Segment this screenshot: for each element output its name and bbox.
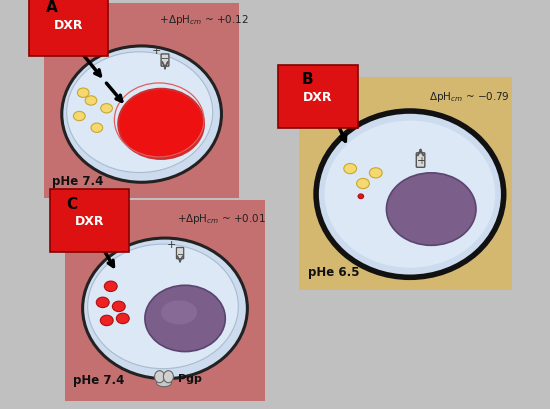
Ellipse shape: [67, 53, 213, 173]
Text: DXR: DXR: [54, 19, 84, 32]
Ellipse shape: [358, 194, 364, 199]
Ellipse shape: [82, 238, 248, 379]
Ellipse shape: [100, 315, 113, 326]
Ellipse shape: [96, 297, 109, 308]
Ellipse shape: [344, 164, 356, 174]
Ellipse shape: [62, 47, 222, 183]
Ellipse shape: [112, 301, 125, 312]
Ellipse shape: [85, 97, 97, 106]
Text: +: +: [160, 15, 169, 25]
FancyBboxPatch shape: [177, 248, 184, 259]
Ellipse shape: [156, 379, 172, 387]
Text: B: B: [301, 72, 313, 87]
Text: −: −: [161, 54, 169, 64]
Text: Pgp: Pgp: [178, 373, 202, 383]
Ellipse shape: [117, 313, 129, 324]
Text: pHe 6.5: pHe 6.5: [307, 265, 359, 279]
Text: A: A: [46, 0, 58, 15]
Ellipse shape: [324, 121, 495, 268]
Text: DXR: DXR: [303, 91, 333, 104]
Text: $\Delta$pH$_{cm}$ ~ +0.12: $\Delta$pH$_{cm}$ ~ +0.12: [168, 13, 249, 27]
Ellipse shape: [356, 179, 370, 189]
Text: pHe 7.4: pHe 7.4: [52, 175, 103, 188]
Text: −: −: [416, 155, 425, 165]
Ellipse shape: [370, 169, 382, 178]
Text: +: +: [152, 46, 161, 56]
Text: +: +: [178, 213, 186, 223]
Ellipse shape: [145, 285, 226, 352]
Ellipse shape: [118, 90, 204, 160]
FancyBboxPatch shape: [161, 55, 169, 67]
Ellipse shape: [87, 245, 238, 369]
Text: −: −: [177, 249, 184, 258]
Ellipse shape: [78, 89, 89, 98]
Text: $\Delta$pH$_{cm}$ ~ +0.01: $\Delta$pH$_{cm}$ ~ +0.01: [185, 211, 266, 225]
Ellipse shape: [163, 371, 173, 383]
Ellipse shape: [387, 173, 476, 246]
Text: pHe 7.4: pHe 7.4: [73, 373, 124, 386]
Text: +: +: [167, 240, 176, 249]
Ellipse shape: [316, 112, 504, 278]
Text: $\Delta$pH$_{cm}$ ~ $-$0.79: $\Delta$pH$_{cm}$ ~ $-$0.79: [429, 90, 510, 104]
Text: C: C: [67, 196, 78, 211]
FancyBboxPatch shape: [416, 153, 425, 168]
Ellipse shape: [155, 371, 164, 383]
Text: DXR: DXR: [75, 214, 104, 227]
Ellipse shape: [101, 104, 112, 114]
Text: +: +: [416, 156, 425, 166]
Ellipse shape: [161, 301, 197, 325]
Ellipse shape: [104, 281, 117, 292]
Ellipse shape: [91, 124, 103, 133]
Ellipse shape: [74, 112, 85, 121]
